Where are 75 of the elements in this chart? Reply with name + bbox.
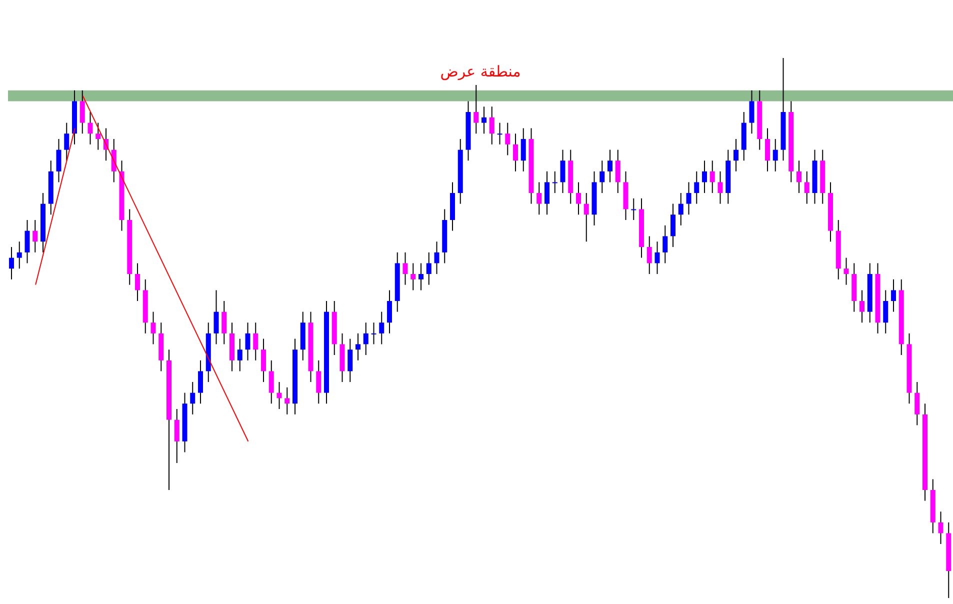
candlestick — [505, 122, 510, 156]
candlestick — [237, 338, 242, 372]
candlestick — [796, 160, 802, 194]
candlestick — [600, 160, 605, 194]
candlestick — [426, 252, 432, 286]
candlestick — [584, 192, 589, 242]
candlestick — [844, 257, 849, 286]
candlestick — [710, 160, 715, 194]
candlestick — [261, 338, 266, 382]
candlestick — [734, 138, 738, 172]
candlestick — [88, 112, 93, 145]
candlestick — [24, 220, 30, 264]
candlestick — [402, 252, 408, 286]
candlestick — [891, 278, 896, 312]
candlestick — [356, 332, 360, 361]
candlestick — [268, 360, 274, 404]
candlestick — [434, 241, 440, 274]
candlestick — [544, 170, 550, 216]
candlestick — [190, 382, 196, 415]
candlestick — [371, 322, 376, 345]
candlestick — [654, 241, 660, 274]
candlestick — [702, 160, 707, 194]
candlestick — [489, 106, 494, 145]
candlestick — [646, 236, 652, 274]
candlestick — [363, 322, 368, 356]
candlestick — [9, 246, 14, 280]
candlestick — [80, 90, 85, 134]
candlestick — [686, 182, 692, 216]
candlestick — [718, 170, 723, 204]
candlestick — [198, 360, 203, 404]
candlestick — [883, 290, 888, 334]
candlestick — [552, 170, 558, 194]
candlestick — [222, 300, 227, 345]
candlestick — [379, 311, 384, 345]
candlestick — [608, 149, 612, 183]
candlestick — [16, 241, 22, 270]
candlestick — [938, 511, 944, 544]
candlestick — [253, 322, 258, 361]
candlestick — [631, 198, 636, 220]
candlestick — [276, 382, 282, 410]
candlestick — [245, 322, 250, 361]
candlestick — [32, 220, 38, 253]
candlestick — [56, 138, 62, 183]
candlestick — [482, 106, 486, 134]
candlestick — [520, 128, 526, 172]
candlestick — [694, 170, 700, 204]
candlestick — [670, 203, 676, 248]
candlestick — [474, 84, 479, 134]
candlestick — [860, 290, 864, 324]
candlestick — [410, 262, 416, 291]
candlestick — [914, 382, 920, 426]
candlestick — [749, 90, 754, 134]
candlestick — [174, 408, 180, 464]
candlestick — [64, 122, 70, 162]
candlestick — [96, 122, 101, 150]
candlestick — [135, 262, 140, 302]
candlestick — [560, 149, 566, 194]
candlestick — [765, 128, 770, 172]
candlestick — [772, 138, 778, 172]
candlestick — [316, 360, 322, 404]
candlestick — [387, 290, 392, 334]
candlestick — [497, 122, 502, 145]
candlestick — [576, 182, 581, 216]
candlestick — [418, 262, 424, 291]
candlestick — [284, 386, 290, 415]
candlestick — [615, 149, 620, 194]
candlestick — [678, 192, 684, 226]
candlestick — [536, 182, 542, 216]
candlestick — [804, 170, 810, 204]
candlestick — [513, 133, 518, 172]
candlestick — [150, 311, 156, 345]
candlestick — [214, 290, 219, 345]
band-label: منطقة عرض — [440, 62, 521, 80]
candlestick — [662, 224, 668, 264]
candlestick — [348, 338, 353, 382]
